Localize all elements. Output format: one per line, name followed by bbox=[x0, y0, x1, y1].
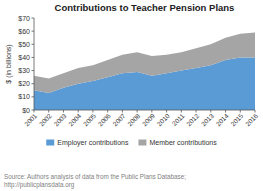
x-tick bbox=[92, 110, 93, 113]
x-tick bbox=[225, 110, 226, 113]
x-tick bbox=[34, 110, 35, 113]
x-tick-label: 2014 bbox=[214, 112, 229, 127]
y-tick-label: $70 bbox=[18, 15, 30, 22]
x-tick-label: 2009 bbox=[141, 112, 156, 127]
chart: Contributions to Teacher Pension Plans $0… bbox=[0, 0, 263, 191]
y-axis-label: $ (in billions) bbox=[5, 44, 13, 83]
y-tick bbox=[32, 57, 35, 58]
x-tick bbox=[181, 110, 182, 113]
y-tick bbox=[32, 70, 35, 71]
y-tick-label: $60 bbox=[18, 28, 30, 35]
x-tick-label: 2004 bbox=[67, 112, 82, 127]
source-line: http://publicplansdata.org bbox=[4, 181, 75, 189]
y-tick bbox=[32, 44, 35, 45]
x-tick bbox=[107, 110, 108, 113]
y-tick bbox=[32, 83, 35, 84]
y-tick-label: $40 bbox=[18, 54, 30, 61]
y-tick-label: $10 bbox=[18, 93, 30, 100]
x-tick-label: 2002 bbox=[38, 112, 53, 127]
legend-label: Member contributions bbox=[149, 139, 217, 146]
legend-label: Employer contributions bbox=[57, 139, 129, 147]
x-tick-label: 2003 bbox=[52, 112, 67, 127]
x-tick bbox=[48, 110, 49, 113]
x-tick bbox=[122, 110, 123, 113]
x-tick bbox=[240, 110, 241, 113]
legend: Employer contributions Member contributio… bbox=[46, 139, 217, 147]
y-tick-label: $0 bbox=[22, 107, 30, 114]
x-tick bbox=[63, 110, 64, 113]
x-tick-label: 2013 bbox=[200, 112, 215, 127]
x-tick bbox=[166, 110, 167, 113]
x-tick bbox=[196, 110, 197, 113]
x-tick-label: 2001 bbox=[23, 112, 38, 127]
x-tick-label: 2016 bbox=[244, 112, 259, 127]
x-tick-label: 2010 bbox=[156, 112, 171, 127]
title: Contributions to Teacher Pension Plans bbox=[55, 2, 235, 13]
x-tick-label: 2005 bbox=[82, 112, 97, 127]
x-tick bbox=[78, 110, 79, 113]
legend-swatch bbox=[46, 140, 54, 146]
x-tick-label: 2012 bbox=[185, 112, 200, 127]
y-tick bbox=[32, 18, 35, 19]
x-tick-label: 2015 bbox=[229, 112, 244, 127]
x-tick-label: 2008 bbox=[126, 112, 141, 127]
y-tick-label: $50 bbox=[18, 41, 30, 48]
legend-swatch bbox=[138, 140, 146, 146]
x-axis-line bbox=[34, 110, 255, 111]
y-tick-label: $30 bbox=[18, 67, 30, 74]
x-tick-label: 2011 bbox=[171, 112, 186, 127]
x-tick bbox=[137, 110, 138, 113]
y-tick bbox=[32, 96, 35, 97]
x-tick-label: 2007 bbox=[111, 112, 126, 127]
y-axis-line bbox=[34, 18, 35, 110]
x-tick bbox=[255, 110, 256, 113]
x-tick-label: 2006 bbox=[97, 112, 112, 127]
source-note: Source: Authors analysis of data from th… bbox=[4, 173, 186, 189]
y-tick bbox=[32, 31, 35, 32]
source-line: Source: Authors analysis of data from th… bbox=[4, 173, 186, 181]
areas bbox=[34, 32, 255, 110]
x-tick bbox=[151, 110, 152, 113]
x-tick bbox=[210, 110, 211, 113]
area bbox=[34, 32, 255, 92]
y-tick-label: $20 bbox=[18, 80, 30, 87]
